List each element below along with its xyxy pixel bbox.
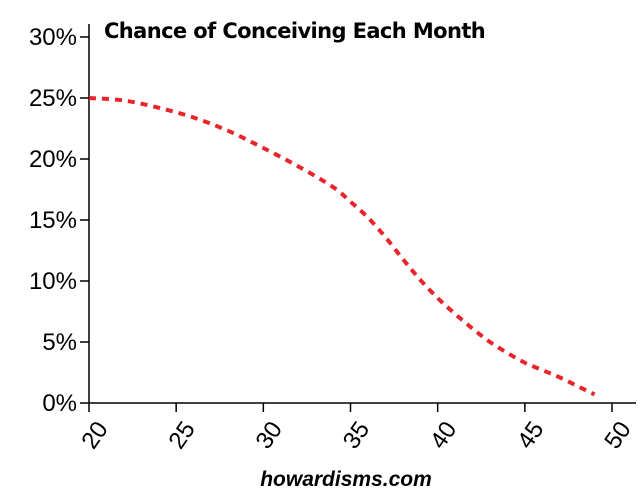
x-ticks: 20 25 30 35 40 45 50 [76, 403, 637, 454]
y-tick-label: 0% [42, 390, 77, 417]
y-tick-label: 5% [42, 329, 77, 356]
y-tick-label: 10% [29, 268, 77, 295]
chart-title: Chance of Conceiving Each Month [104, 19, 485, 43]
y-tick-label: 20% [29, 146, 77, 173]
x-tick-label: 25 [163, 417, 200, 454]
axes [88, 24, 636, 404]
x-tick-label: 30 [251, 417, 288, 454]
x-tick-label: 50 [599, 417, 636, 454]
series-line [88, 96, 596, 397]
x-tick-label: 35 [338, 417, 375, 454]
x-tick-label: 20 [76, 417, 113, 454]
y-tick-label: 15% [29, 207, 77, 234]
source-label: howardisms.com [260, 468, 432, 491]
y-tick-label: 25% [29, 85, 77, 112]
y-ticks: 0% 5% 10% 15% 20% 25% 30% [29, 24, 89, 417]
y-tick-label: 30% [29, 24, 77, 51]
x-tick-label: 40 [425, 417, 462, 454]
x-tick-label: 45 [512, 417, 549, 454]
